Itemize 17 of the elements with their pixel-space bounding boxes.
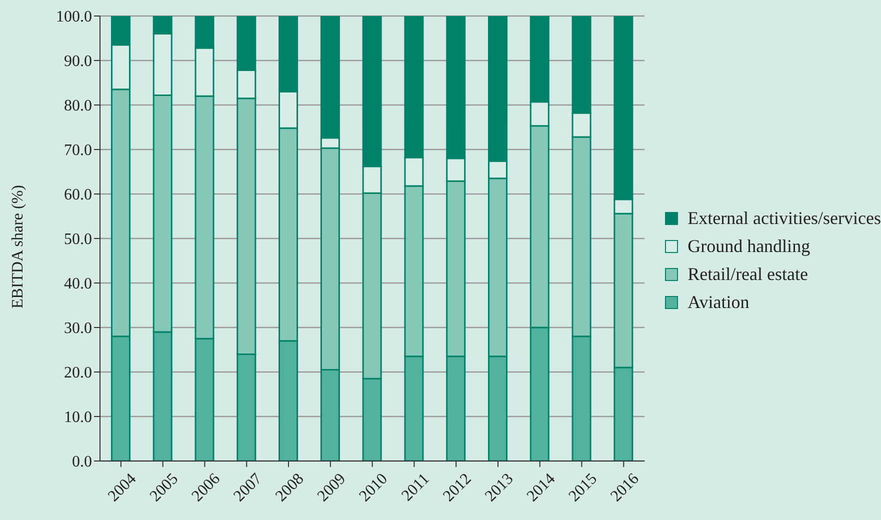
y-tick-label: 40.0 — [64, 276, 92, 293]
legend-label: Aviation — [688, 292, 750, 312]
y-axis-title: EBITDA share (%) — [10, 184, 27, 308]
y-tick-label: 80.0 — [64, 98, 92, 115]
y-tick-label: 10.0 — [64, 409, 92, 426]
y-tick-label: 90.0 — [64, 53, 92, 70]
y-tick-label: 50.0 — [64, 231, 92, 248]
y-tick-label: 0.0 — [72, 454, 92, 471]
x-tick-label: 2011 — [398, 470, 433, 505]
y-tick-label: 30.0 — [64, 320, 92, 338]
y-tick-label: 70.0 — [64, 142, 92, 160]
legend-label: Retail/real estate — [688, 264, 808, 284]
y-tick-label: 100.0 — [56, 8, 92, 26]
legend-label: Ground handling — [688, 236, 810, 256]
y-tick-label: 60.0 — [64, 186, 92, 204]
legend-label: External activities/services — [688, 208, 881, 228]
y-tick-label: 20.0 — [64, 364, 92, 382]
